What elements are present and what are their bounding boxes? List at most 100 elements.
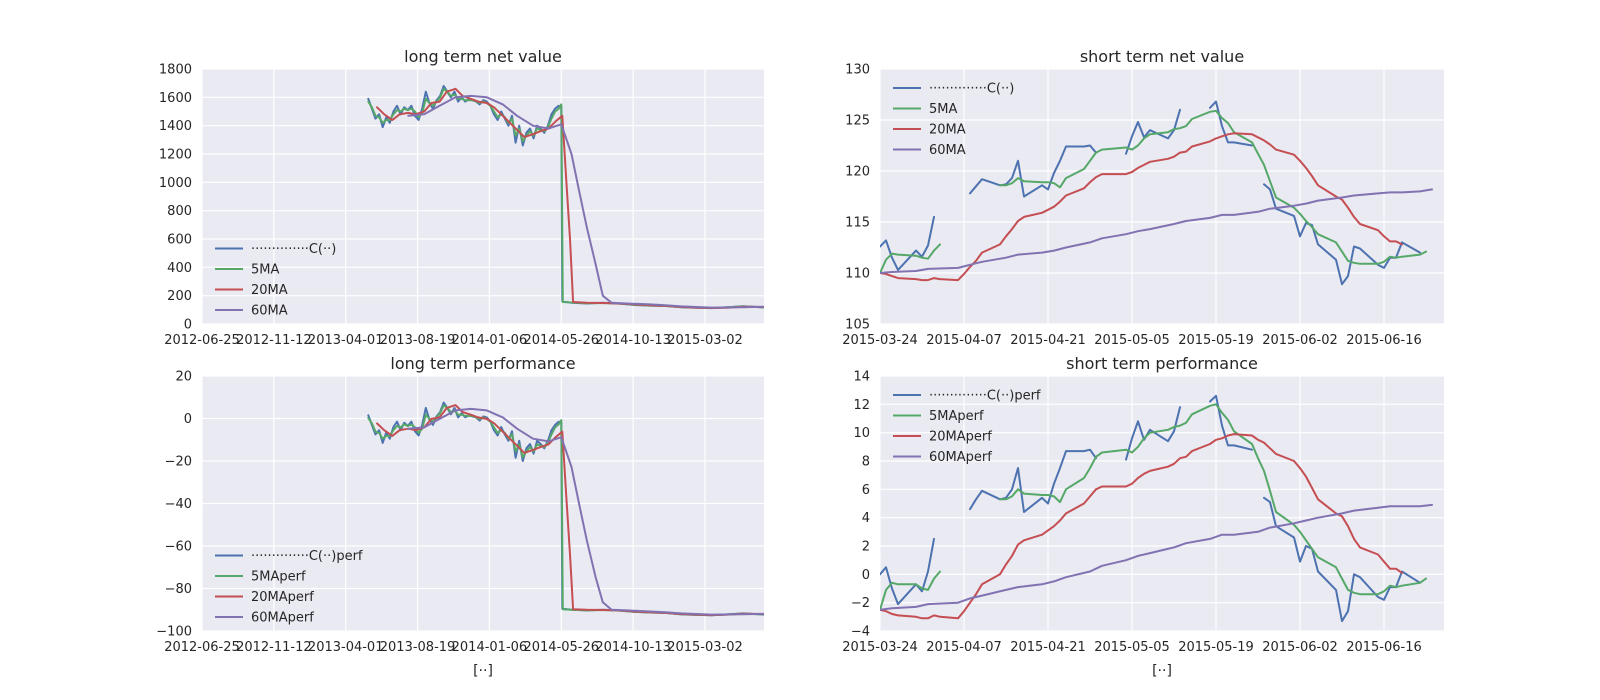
y-tick-label: 2 <box>862 540 870 555</box>
series-line-1 <box>999 403 1427 596</box>
x-axis-label: [··] <box>473 663 493 679</box>
x-tick-label: 2013-04-01 <box>308 640 384 655</box>
y-tick-label: 125 <box>845 114 870 129</box>
series-line-2 <box>880 132 1403 282</box>
y-tick-label: 12 <box>853 398 870 413</box>
chart-title: long term net value <box>404 47 562 66</box>
legend-label: 60MAperf <box>929 450 992 465</box>
y-tick-label: 10 <box>853 426 870 441</box>
series-line-2 <box>880 433 1403 620</box>
series-line-1 <box>880 570 941 611</box>
y-tick-label: 400 <box>167 261 192 276</box>
x-tick-label: 2015-06-16 <box>1346 333 1422 348</box>
series-line-3 <box>407 94 764 309</box>
x-tick-label: 2015-05-05 <box>1094 333 1170 348</box>
y-tick-label: 0 <box>862 568 870 583</box>
x-tick-label: 2015-03-02 <box>667 640 743 655</box>
x-tick-label: 2014-01-06 <box>452 333 528 348</box>
legend-label: 20MAperf <box>251 590 314 605</box>
y-tick-label: 1200 <box>159 148 192 163</box>
x-tick-label: 2014-10-13 <box>595 333 671 348</box>
x-tick-label: 2015-04-07 <box>926 333 1002 348</box>
x-tick-label: 2015-03-24 <box>842 640 918 655</box>
x-tick-label: 2015-03-02 <box>667 333 743 348</box>
x-tick-label: 2015-05-05 <box>1094 640 1170 655</box>
y-tick-label: 8 <box>862 455 870 470</box>
x-tick-label: 2014-05-26 <box>523 333 599 348</box>
y-tick-label: −2 <box>851 596 870 611</box>
legend-label: ··············C(··) <box>929 82 1014 97</box>
legend-label: 60MA <box>929 143 966 158</box>
x-tick-label: 2015-04-21 <box>1010 640 1086 655</box>
x-tick-label: 2014-10-13 <box>595 640 671 655</box>
series-line-1 <box>880 243 941 274</box>
y-tick-label: 115 <box>845 216 870 231</box>
x-tick-label: 2015-04-07 <box>926 640 1002 655</box>
x-tick-label: 2012-11-12 <box>236 333 312 348</box>
series-line-1 <box>999 109 1427 265</box>
legend-label: ··············C(··)perf <box>929 389 1041 404</box>
chart-title: short term net value <box>1080 47 1244 66</box>
y-tick-label: 110 <box>845 267 870 282</box>
y-tick-label: 1600 <box>159 91 192 106</box>
chart-title: long term performance <box>390 354 575 373</box>
series-line-0 <box>1209 394 1253 451</box>
series-group <box>367 85 764 310</box>
x-tick-label: 2015-06-02 <box>1262 333 1338 348</box>
legend-label: 20MA <box>251 283 288 298</box>
x-tick-label: 2014-01-06 <box>452 640 528 655</box>
y-tick-label: 600 <box>167 233 192 248</box>
y-tick-label: 800 <box>167 204 192 219</box>
y-tick-label: 105 <box>845 318 870 333</box>
series-line-0 <box>969 144 1097 198</box>
chart-short-term-net-value: 105 110 115 120 125 130 2015-03-24 2015-04-07 20… <box>842 47 1444 348</box>
chart-title: short term performance <box>1066 354 1258 373</box>
legend-label: 5MA <box>251 263 279 278</box>
y-tick-label: 14 <box>853 370 870 385</box>
legend-label: ··············C(··) <box>251 242 336 257</box>
legend-label: 20MA <box>929 123 966 138</box>
y-tick-label: 6 <box>862 483 870 498</box>
y-tick-label: 1400 <box>159 119 192 134</box>
legend-label: 5MAperf <box>251 570 306 585</box>
chart-long-term-net-value: 0 200 400 600 800 1000 1200 1400 1600 1800 2012-06… <box>159 47 764 348</box>
x-tick-label: 2015-06-02 <box>1262 640 1338 655</box>
x-tick-label: 2012-11-12 <box>236 640 312 655</box>
y-tick-label: 120 <box>845 165 870 180</box>
y-tick-label: 1000 <box>159 176 192 191</box>
series-line-0 <box>1125 108 1181 155</box>
y-tick-label: −40 <box>165 497 192 512</box>
y-tick-label: 0 <box>184 412 192 427</box>
series-group <box>880 394 1433 623</box>
series-group <box>880 100 1433 286</box>
x-tick-label: 2013-08-19 <box>380 640 456 655</box>
legend-label: 60MAperf <box>251 611 314 626</box>
y-tick-label: 4 <box>862 511 870 526</box>
series-line-3 <box>880 503 1433 611</box>
x-tick-label: 2015-05-19 <box>1178 333 1254 348</box>
x-tick-label: 2015-06-16 <box>1346 640 1422 655</box>
x-tick-label: 2015-04-21 <box>1010 333 1086 348</box>
legend-label: 60MA <box>251 304 288 319</box>
y-tick-label: −4 <box>851 625 870 640</box>
chart-short-term-performance: −4 −2 0 2 4 6 8 10 12 14 2015-03-24 2015-04-07 2015-… <box>842 354 1444 679</box>
series-line-3 <box>407 407 764 616</box>
y-tick-label: 20 <box>175 370 192 385</box>
y-tick-label: −100 <box>156 625 192 640</box>
series-group <box>367 401 764 617</box>
y-tick-label: 200 <box>167 289 192 304</box>
legend-label: 5MAperf <box>929 409 984 424</box>
y-tick-label: 130 <box>845 63 870 78</box>
series-line-0 <box>969 448 1097 513</box>
series-line-0 <box>880 537 935 606</box>
series-line-0 <box>880 215 935 271</box>
x-tick-label: 2015-05-19 <box>1178 640 1254 655</box>
x-tick-label: 2012-06-25 <box>164 333 240 348</box>
x-tick-label: 2014-05-26 <box>523 640 599 655</box>
plot-area <box>202 69 764 324</box>
x-tick-label: 2015-03-24 <box>842 333 918 348</box>
y-tick-label: 1800 <box>159 63 192 78</box>
legend-label: 20MAperf <box>929 430 992 445</box>
chart-long-term-performance: −100−80−60−40−200202012-06-252012-11-122… <box>156 354 764 679</box>
